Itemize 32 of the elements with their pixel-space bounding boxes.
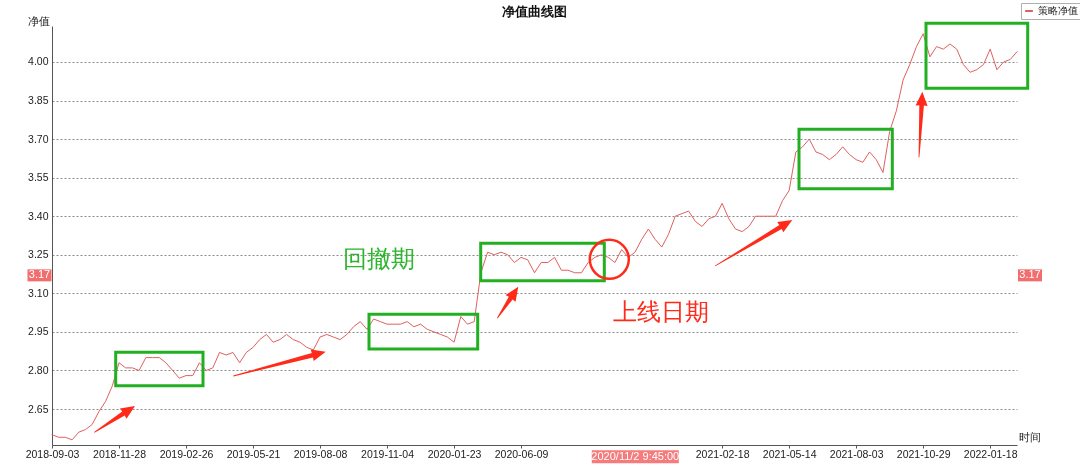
- x-axis-title: 时间: [1018, 430, 1041, 443]
- x-tick-label: 2021-02-18: [695, 447, 750, 460]
- x-tick-label: 2020-01-23: [427, 447, 482, 460]
- annotation: 3.17: [28, 268, 51, 281]
- y-tick-label: 3.55: [28, 171, 49, 184]
- x-tick-label: 2021-05-14: [762, 447, 817, 460]
- x-tick-label: 2019-02-26: [159, 447, 214, 460]
- x-tick-label: 2022-01-18: [963, 447, 1018, 460]
- y-tick-label: 2.95: [28, 325, 49, 338]
- y-tick-label: 3.85: [28, 94, 49, 107]
- y-tick-label: 3.10: [28, 286, 49, 299]
- y-tick-label: 4.00: [28, 55, 49, 68]
- x-tick-label: 2019-05-21: [226, 447, 281, 460]
- y-tick-label: 3.40: [28, 209, 49, 222]
- y-tick-label: 2.65: [28, 402, 49, 415]
- chart-title: 净值曲线图: [502, 3, 567, 19]
- legend-label: 策略净值: [1038, 5, 1078, 16]
- x-tick-label: 2019-11-04: [361, 447, 415, 460]
- annotation: 回撤期: [343, 244, 415, 272]
- x-tick-label: 2021-10-29: [896, 447, 951, 460]
- y-tick-label: 2.80: [28, 363, 49, 376]
- x-tick-label: 2020-06-09: [494, 447, 549, 460]
- x-tick-label: 2019-08-08: [293, 447, 348, 460]
- y-tick-label: 3.70: [28, 132, 49, 145]
- x-tick-label: 2018-09-03: [25, 447, 80, 460]
- annotation: 3.17: [1019, 268, 1041, 281]
- y-tick-label: 3.25: [28, 248, 49, 261]
- line-series: [51, 33, 1018, 441]
- x-tick-label: 2018-11-28: [93, 447, 147, 460]
- y-axis-title: 净值: [27, 14, 50, 27]
- x-tick-label: 2021-08-03: [829, 447, 884, 460]
- annotation: 上线日期: [612, 298, 709, 325]
